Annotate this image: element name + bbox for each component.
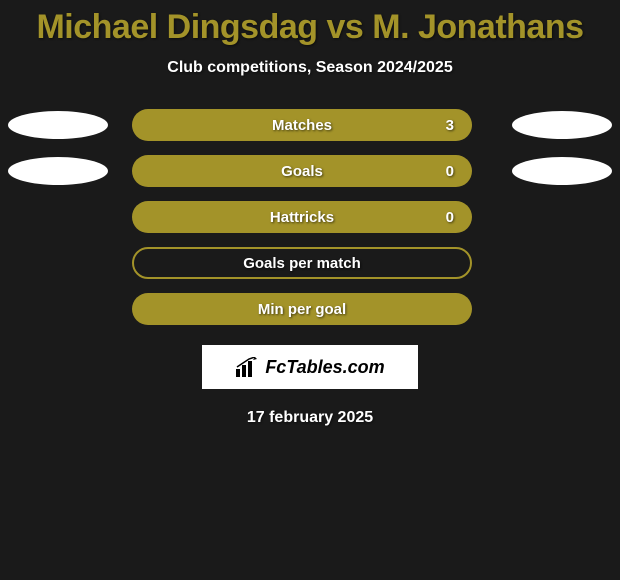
stat-value: 0 xyxy=(446,209,454,226)
comparison-container: Michael Dingsdag vs M. Jonathans Club co… xyxy=(0,0,620,435)
player-left-oval xyxy=(8,111,108,139)
stat-row: Matches 3 xyxy=(0,109,620,141)
stat-value: 0 xyxy=(446,163,454,180)
stat-bar: Matches 3 xyxy=(132,109,472,141)
logo-box[interactable]: FcTables.com xyxy=(202,345,418,389)
stat-label: Matches xyxy=(272,117,332,134)
stat-label: Hattricks xyxy=(270,209,334,226)
player-left-oval xyxy=(8,157,108,185)
stat-label: Min per goal xyxy=(258,301,346,318)
stat-bar: Goals 0 xyxy=(132,155,472,187)
player-right-oval xyxy=(512,157,612,185)
stat-label: Goals per match xyxy=(243,255,361,272)
player-right-oval xyxy=(512,111,612,139)
logo-text: FcTables.com xyxy=(265,357,384,378)
stat-bar: Min per goal xyxy=(132,293,472,325)
page-title: Michael Dingsdag vs M. Jonathans xyxy=(0,8,620,47)
stat-label: Goals xyxy=(281,163,323,180)
stat-row: Goals 0 xyxy=(0,155,620,187)
stats-list: Matches 3 Goals 0 Hattricks 0 Goals per match M… xyxy=(0,109,620,325)
stat-bar: Hattricks 0 xyxy=(132,201,472,233)
stat-row: Min per goal xyxy=(0,293,620,325)
date-label: 17 february 2025 xyxy=(0,409,620,427)
subtitle: Club competitions, Season 2024/2025 xyxy=(0,59,620,77)
stat-row: Goals per match xyxy=(0,247,620,279)
chart-icon xyxy=(235,357,259,377)
stat-value: 3 xyxy=(446,117,454,134)
stat-bar: Goals per match xyxy=(132,247,472,279)
stat-row: Hattricks 0 xyxy=(0,201,620,233)
